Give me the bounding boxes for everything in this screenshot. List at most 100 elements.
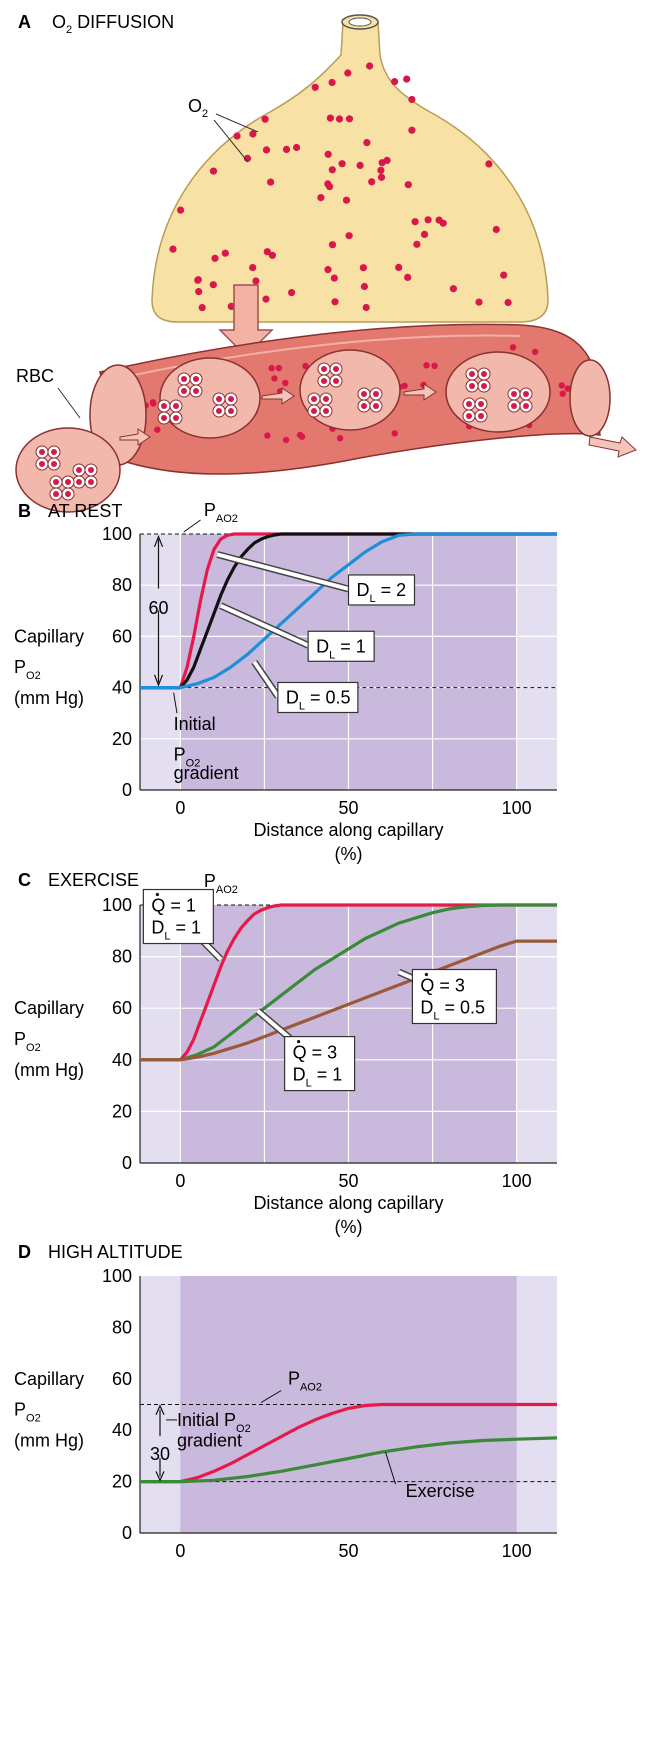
hemoglobin-o2 — [511, 403, 517, 409]
o2-dot — [391, 430, 398, 437]
series-callout-flow: Q = 3 — [420, 976, 465, 996]
gradient-arrowhead-up — [153, 534, 164, 548]
hemoglobin-o2 — [88, 467, 94, 473]
flow-dot-icon — [155, 892, 159, 897]
flow-arrow-icon — [588, 436, 637, 458]
y-axis-label: Capillary — [14, 1369, 84, 1389]
o2-dot — [404, 273, 412, 281]
x-tick-label: 100 — [502, 1541, 532, 1561]
o2-dot — [275, 364, 282, 372]
hemoglobin-o2 — [76, 479, 82, 485]
o2-dot — [169, 245, 177, 253]
o2-dot — [252, 277, 260, 285]
o2-dot — [263, 248, 271, 256]
hemoglobin-o2 — [173, 415, 179, 421]
x-tick-label: 50 — [338, 798, 358, 818]
x-tick-label: 50 — [338, 1171, 358, 1191]
flow-arrow-icon — [119, 428, 151, 446]
o2-dot — [268, 251, 276, 259]
alveolus-sac — [151, 21, 549, 323]
x-tick-label: 0 — [175, 798, 185, 818]
gradient-value-bg — [147, 1436, 173, 1459]
o2-dot — [383, 156, 391, 164]
o2-dot — [492, 225, 500, 234]
o2-dot — [401, 382, 408, 389]
gradient-arrowhead-down — [155, 1471, 165, 1482]
o2-dot — [500, 271, 508, 279]
gradient-value: 60 — [148, 598, 168, 618]
gradient-label-symbol: PO2 — [174, 745, 201, 770]
y-tick-label: 60 — [112, 1369, 132, 1389]
y-axis-label: Capillary — [14, 998, 84, 1018]
hemoglobin-o2 — [228, 396, 234, 402]
panel-letter: D — [18, 1242, 31, 1262]
x-tick-label: 0 — [175, 1541, 185, 1561]
o2-dot — [360, 282, 368, 291]
x-tick-label: 100 — [502, 1171, 532, 1191]
o2-dot — [324, 150, 332, 158]
hemoglobin-cluster — [507, 387, 533, 413]
hemoglobin-cluster — [72, 463, 98, 489]
y-tick-label: 80 — [112, 1317, 132, 1337]
o2-dot — [336, 435, 344, 442]
hemoglobin-cluster — [307, 392, 333, 418]
o2-dot — [328, 166, 336, 174]
callout-arrow — [252, 660, 280, 698]
o2-dot — [335, 115, 344, 123]
series-line — [140, 1436, 558, 1484]
y-tick-label: 20 — [112, 729, 132, 749]
hemoglobin-o2 — [193, 376, 199, 382]
o2-dot — [404, 181, 412, 189]
hemoglobin-cluster — [212, 392, 238, 418]
o2-dot — [264, 432, 271, 439]
series-line — [140, 903, 557, 1062]
hemoglobin-o2 — [323, 396, 329, 402]
gradient-label: Initial PO2 — [177, 1410, 251, 1435]
o2-dot — [331, 298, 339, 306]
chart-high-altitude: D HIGH ALTITUDE 0 20 40 60 80 100 0 50 100 Capillar… — [14, 1242, 558, 1561]
hemoglobin-o2 — [481, 371, 487, 377]
flow-arrow-icon — [261, 387, 295, 405]
y-tick-label: 100 — [102, 895, 132, 915]
alveolar-po2-pointer — [260, 1390, 282, 1403]
gradient-label: gradient — [174, 763, 239, 783]
series-callout-box — [277, 681, 359, 714]
hemoglobin-o2 — [478, 413, 484, 419]
series-callout-label: DL = 1 — [151, 918, 201, 943]
series-callout-label: DL = 1 — [316, 636, 366, 661]
o2-dot — [326, 114, 334, 122]
o2-dot — [154, 426, 161, 433]
hemoglobin-o2 — [361, 391, 367, 397]
series-line — [140, 939, 557, 1062]
o2-dot — [408, 126, 416, 134]
y-axis-unit: (mm Hg) — [14, 688, 84, 708]
o2-dot — [564, 385, 571, 392]
o2-dot — [485, 160, 493, 168]
hemoglobin-o2 — [333, 366, 339, 372]
series-callout-label: DL = 1 — [293, 1065, 343, 1090]
hemoglobin-o2 — [216, 396, 222, 402]
o2-dot — [233, 132, 241, 140]
alveolus-opening-inner — [348, 17, 372, 27]
y-axis-unit: (mm Hg) — [14, 1430, 84, 1450]
panel-a: A O2 DIFFUSION O2 — [15, 12, 637, 513]
hemoglobin-o2 — [323, 408, 329, 414]
y-tick-label: 40 — [112, 1050, 132, 1070]
gradient-arrowhead-up — [155, 1404, 165, 1416]
o2-dot — [420, 230, 429, 238]
callout-arrow — [219, 603, 309, 648]
x-axis-label: Distance along capillary — [253, 820, 443, 840]
rbc-cell — [445, 351, 551, 433]
x-axis-unit: (%) — [335, 1217, 363, 1237]
flow-dot-icon — [297, 1039, 301, 1044]
hemoglobin-o2 — [321, 378, 327, 384]
o2-dot — [302, 362, 309, 370]
o2-dot — [431, 362, 438, 369]
hemoglobin-o2 — [161, 403, 167, 409]
gradient-label: gradient — [177, 1430, 242, 1450]
hemoglobin-o2 — [51, 461, 57, 467]
hemoglobin-o2 — [311, 408, 317, 414]
o2-dot — [475, 298, 483, 306]
o2-dot — [328, 241, 337, 249]
series-callout-box — [411, 968, 497, 1025]
